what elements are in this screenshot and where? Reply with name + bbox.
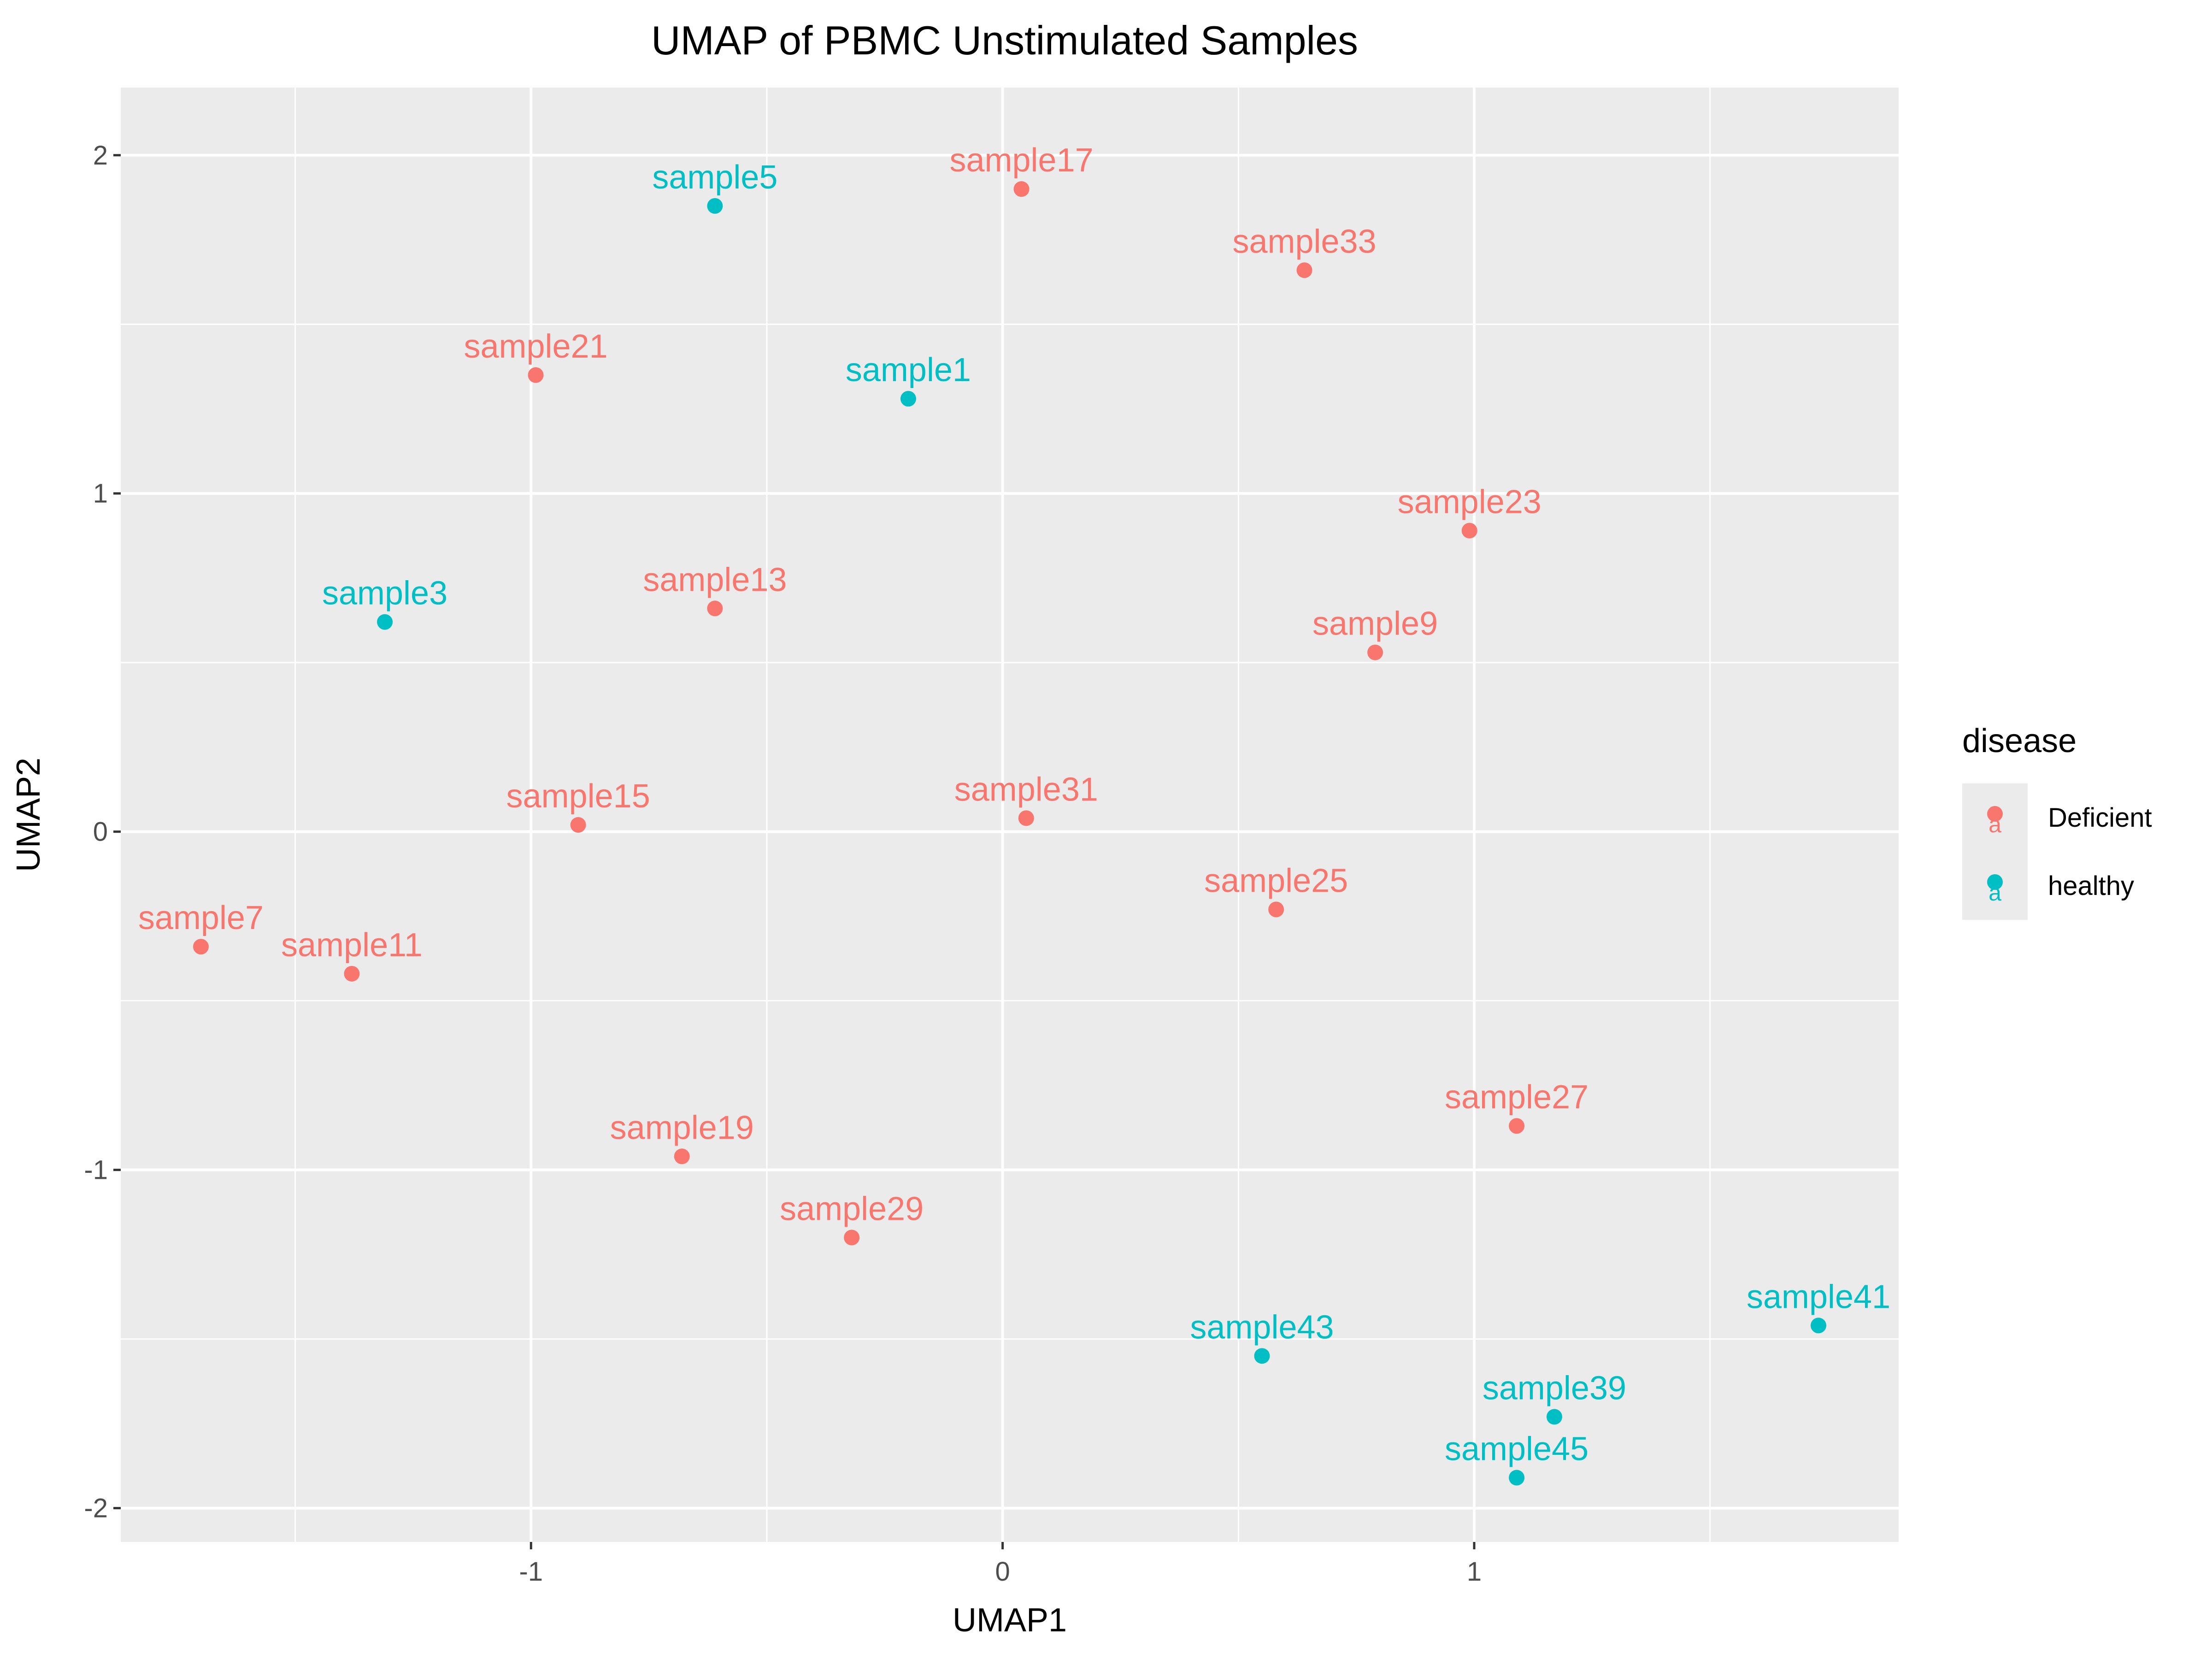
x-tick-label: 1	[1467, 1557, 1482, 1587]
point-sample19	[674, 1148, 690, 1165]
y-tick-label: 2	[93, 141, 108, 171]
point-sample3	[377, 614, 393, 630]
point-sample39	[1546, 1409, 1562, 1425]
point-label-sample41: sample41	[1747, 1278, 1890, 1315]
point-label-sample33: sample33	[1232, 223, 1376, 260]
point-label-sample27: sample27	[1445, 1079, 1588, 1116]
point-sample29	[844, 1230, 860, 1246]
data-points	[193, 181, 1827, 1486]
point-label-sample19: sample19	[610, 1109, 754, 1146]
point-sample43	[1254, 1348, 1270, 1364]
legend-key-point	[1987, 806, 2003, 822]
point-sample7	[193, 939, 209, 955]
point-label-sample5: sample5	[652, 159, 777, 196]
point-label-sample23: sample23	[1398, 483, 1541, 520]
point-sample23	[1461, 523, 1477, 539]
point-label-sample31: sample31	[954, 771, 1098, 808]
point-label-sample13: sample13	[643, 561, 787, 598]
point-label-sample9: sample9	[1312, 606, 1438, 642]
point-sample15	[570, 817, 586, 833]
y-axis: 2 1 0 -1 -2	[84, 141, 121, 1524]
x-tick-label: 0	[995, 1557, 1010, 1587]
point-label-sample15: sample15	[506, 778, 650, 815]
x-axis-title: UMAP1	[953, 1602, 1067, 1639]
point-sample45	[1509, 1470, 1525, 1486]
point-sample25	[1268, 901, 1284, 918]
point-label-sample43: sample43	[1190, 1309, 1334, 1346]
point-label-sample17: sample17	[949, 142, 1093, 179]
point-sample9	[1367, 644, 1383, 660]
y-tick-label: 1	[93, 479, 108, 509]
major-gridlines	[121, 88, 1899, 1542]
point-sample17	[1013, 181, 1030, 197]
point-label-sample11: sample11	[281, 927, 423, 964]
point-label-sample39: sample39	[1483, 1370, 1626, 1406]
x-axis: -1 0 1	[519, 1542, 1482, 1587]
point-label-sample25: sample25	[1204, 863, 1348, 900]
point-sample1	[900, 391, 916, 407]
legend-key-point	[1987, 874, 2003, 890]
y-tick-label: 0	[93, 817, 108, 847]
point-label-sample45: sample45	[1445, 1431, 1588, 1468]
legend-label-healthy: healthy	[2048, 871, 2134, 901]
y-tick-label: -2	[84, 1494, 108, 1524]
point-label-sample1: sample1	[846, 352, 971, 388]
point-label-sample21: sample21	[464, 328, 607, 365]
chart-title: UMAP of PBMC Unstimulated Samples	[651, 18, 1358, 63]
point-sample5	[707, 198, 723, 214]
minor-gridlines	[121, 88, 1899, 1542]
point-labels: sample1 sample3 sample5 sample7 sample9 sampl…	[138, 142, 1890, 1467]
y-axis-title: UMAP2	[10, 758, 47, 872]
point-sample31	[1018, 810, 1034, 826]
legend-label-Deficient: Deficient	[2048, 803, 2152, 833]
point-sample21	[528, 367, 544, 383]
point-sample27	[1509, 1118, 1525, 1134]
legend-title: disease	[1962, 723, 2077, 759]
point-sample11	[344, 965, 360, 982]
point-sample13	[707, 600, 723, 617]
y-tick-label: -1	[84, 1155, 108, 1185]
x-tick-label: -1	[519, 1557, 543, 1587]
point-sample41	[1811, 1318, 1827, 1334]
point-label-sample29: sample29	[780, 1190, 924, 1227]
point-sample33	[1296, 262, 1312, 278]
point-label-sample3: sample3	[322, 575, 447, 612]
plot-panel	[121, 88, 1899, 1542]
point-label-sample7: sample7	[138, 900, 264, 936]
